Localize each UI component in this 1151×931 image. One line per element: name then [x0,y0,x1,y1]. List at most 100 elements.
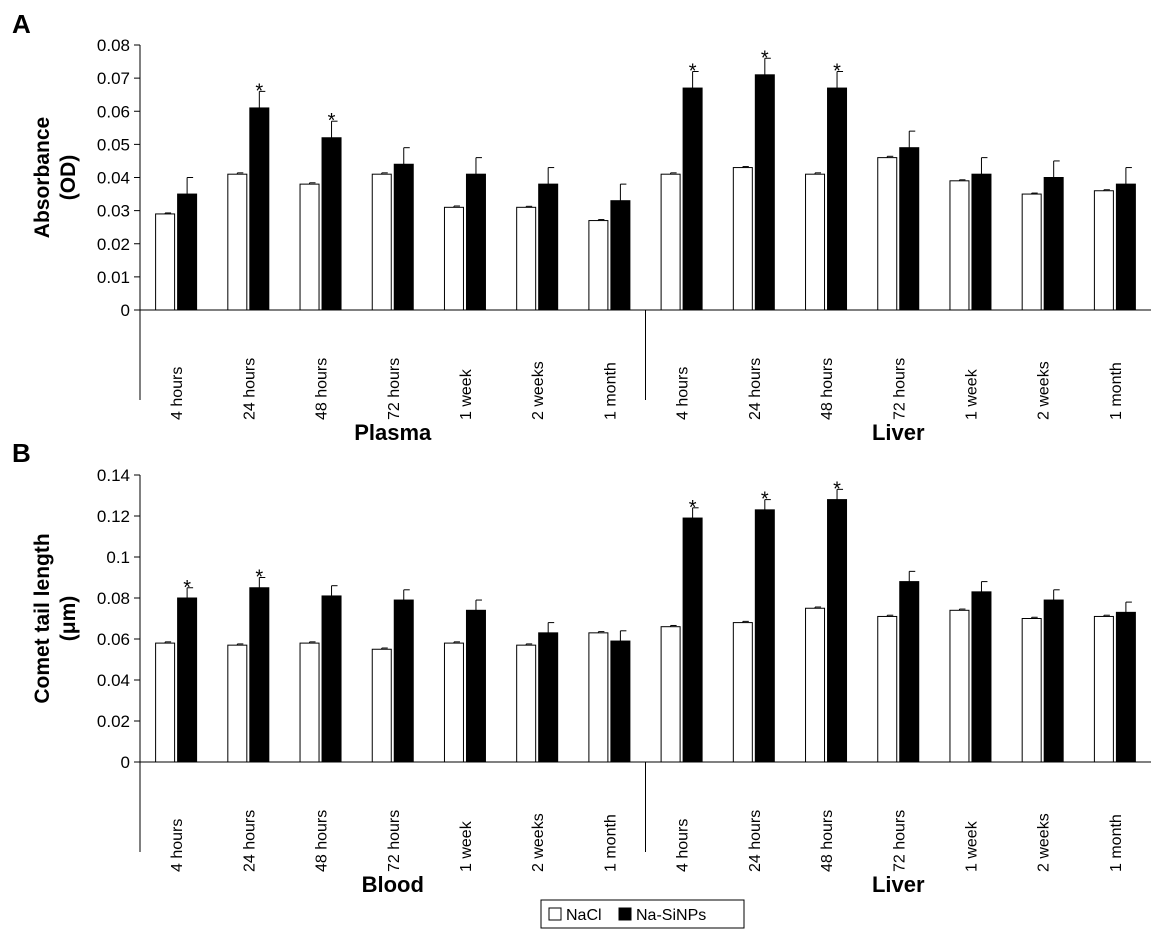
bar-nacl [371,173,392,311]
y-tick-label: 0.06 [97,102,130,121]
x-category-label: 24 hours [747,358,764,420]
x-category-label: 1 week [458,820,475,872]
y-tick-label: 0.14 [97,466,130,485]
bar-nacl [805,173,826,311]
bar-nacl [227,173,248,311]
legend-swatch-nacl [548,907,562,921]
bar-na-sinps [321,137,342,311]
bar-nacl [588,220,609,311]
x-category-label: 2 weeks [1036,813,1053,872]
bar-nacl [155,642,176,763]
x-category-label: 2 weeks [1036,361,1053,420]
x-category-label: 48 hours [819,358,836,420]
x-category-label: 24 hours [241,810,258,872]
legend-label: NaCl [566,907,602,924]
bar-na-sinps [465,173,486,311]
y-tick-label: 0 [121,301,130,320]
significance-star: * [328,110,336,132]
significance-star: * [761,489,769,511]
y-tick-label: 0.1 [106,548,130,567]
bar-nacl [877,615,898,763]
x-category-label: 1 month [602,362,619,420]
group-label: Plasma [354,420,432,445]
bar-na-sinps [682,87,703,311]
significance-star: * [833,478,841,500]
group-label: Liver [872,872,925,897]
y-tick-label: 0.01 [97,268,130,287]
y-tick-label: 0.07 [97,69,130,88]
bar-nacl [371,648,392,763]
x-category-label: 4 hours [169,367,186,420]
bar-na-sinps [1043,599,1064,763]
bar-na-sinps [754,509,775,763]
bar-na-sinps [1115,183,1136,311]
bar-nacl [516,206,537,311]
y-axis-title-line: Comet tail length [31,533,54,703]
y-tick-label: 0.08 [97,36,130,55]
y-tick-label: 0.02 [97,712,130,731]
bar-na-sinps [1115,611,1136,763]
bar-na-sinps [177,597,198,763]
bar-nacl [443,206,464,311]
significance-star: * [689,497,697,519]
bar-na-sinps [249,107,270,311]
bar-nacl [1093,615,1114,763]
bar-na-sinps [754,74,775,311]
bar-na-sinps [971,173,992,311]
bar-nacl [732,622,753,763]
chart-panel-a: A Absorbance (OD) 0 0.01 0.02 0.03 0.04 0.05 0.06… [12,9,1151,445]
group-label: Liver [872,420,925,445]
significance-star: * [761,47,769,69]
y-tick-label: 0.03 [97,202,130,221]
bar-nacl [805,607,826,763]
significance-star: * [255,80,263,102]
x-category-label: 72 hours [386,358,403,420]
panel-letter: A [12,9,31,39]
bar-nacl [949,609,970,763]
y-axis-title-line: (OD) [57,155,80,201]
x-category-label: 72 hours [891,358,908,420]
bar-na-sinps [177,193,198,311]
y-tick-label: 0.02 [97,235,130,254]
bar-na-sinps [321,595,342,763]
x-category-label: 72 hours [386,810,403,872]
y-tick-label: 0.06 [97,630,130,649]
x-category-label: 24 hours [747,810,764,872]
x-category-label: 1 month [1108,814,1125,872]
y-tick-label: 0.04 [97,671,130,690]
bar-na-sinps [1043,177,1064,311]
legend-box [540,899,745,929]
bar-nacl [1021,193,1042,311]
bar-na-sinps [682,517,703,763]
bar-na-sinps [538,632,559,763]
bar-na-sinps [899,147,920,311]
x-category-label: 1 week [963,368,980,420]
y-axis-title-line: Absorbance [31,117,54,238]
bar-nacl [299,183,320,311]
y-tick-label: 0 [121,753,130,772]
y-axis-title: Absorbance (OD) [31,117,80,238]
chart-panel-b: B Comet tail length (μm) 0 0.02 0.04 0.06 0.08 0… [12,438,1151,897]
bar-na-sinps [827,499,848,763]
group-label: Blood [362,872,424,897]
bar-nacl [155,213,176,311]
x-category-label: 1 week [963,820,980,872]
x-category-label: 4 hours [675,819,692,872]
x-category-label: 72 hours [891,810,908,872]
bar-na-sinps [971,591,992,763]
bar-na-sinps [538,183,559,311]
x-category-label: 48 hours [314,810,331,872]
significance-star: * [255,567,263,589]
bar-na-sinps [827,87,848,311]
x-category-label: 24 hours [241,358,258,420]
bar-nacl [227,644,248,763]
significance-star: * [689,61,697,83]
bar-nacl [732,167,753,311]
bar-nacl [949,180,970,311]
x-category-label: 1 month [602,814,619,872]
bar-na-sinps [465,609,486,763]
x-category-label: 48 hours [819,810,836,872]
bar-nacl [1021,618,1042,763]
bar-nacl [660,626,681,763]
